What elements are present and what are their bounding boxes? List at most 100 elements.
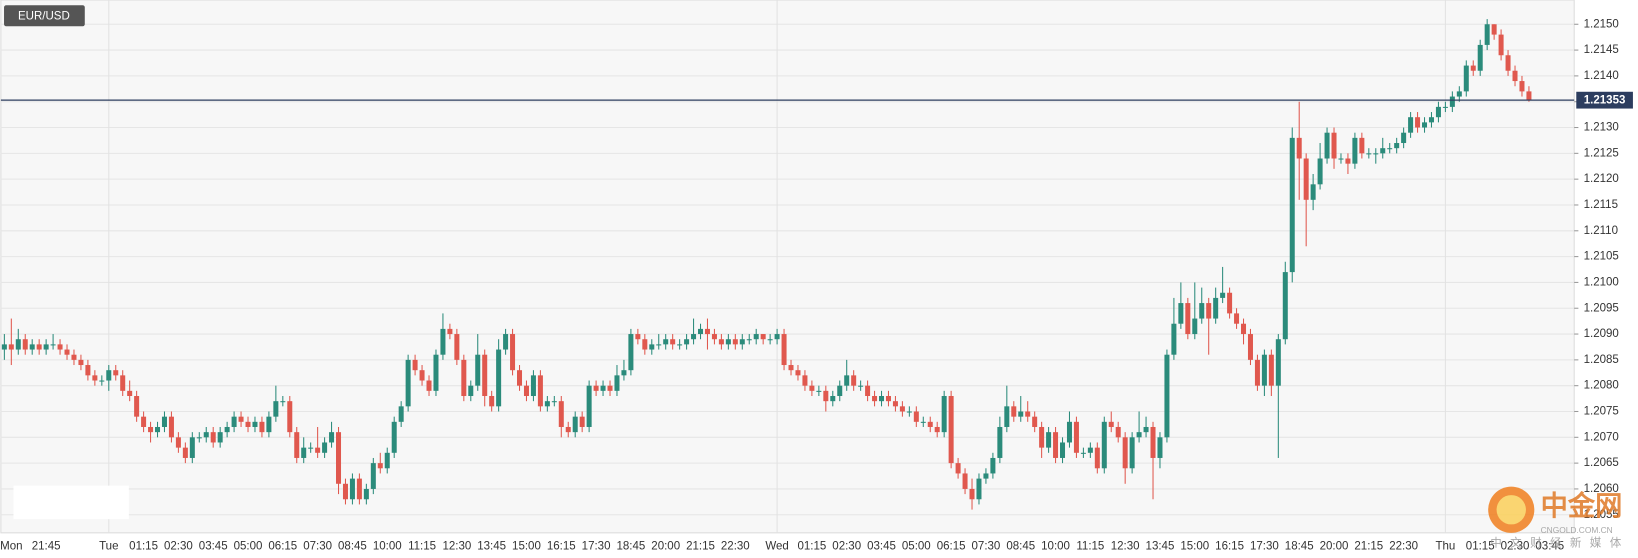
candle-body <box>1213 297 1219 319</box>
candle-body <box>1087 447 1093 453</box>
candle-body <box>1422 122 1428 128</box>
candle-body <box>1108 421 1114 427</box>
candle-body <box>1018 411 1024 417</box>
candle-body <box>419 370 425 381</box>
candle-body <box>482 354 488 397</box>
candle-body <box>1136 432 1142 438</box>
x-tick-label: 13:45 <box>1146 541 1175 553</box>
x-tick-label: 02:30 <box>1501 541 1530 553</box>
candle-body <box>934 426 940 433</box>
candle-body <box>1519 81 1525 92</box>
x-tick-label: Thu <box>1435 541 1455 553</box>
x-tick-label: 10:00 <box>1041 541 1070 553</box>
x-tick-label: 08:45 <box>338 541 367 553</box>
x-tick-label: 03:45 <box>867 541 896 553</box>
candle-body <box>997 426 1003 458</box>
x-tick-label: Tue <box>99 541 118 553</box>
candle-body <box>1303 158 1309 200</box>
candle-body <box>1310 184 1316 200</box>
candle-body <box>29 344 35 350</box>
candle-body <box>823 390 829 402</box>
candle-body <box>1143 426 1149 433</box>
y-tick-label: 1.2095 <box>1584 302 1619 314</box>
candle-body <box>1359 137 1365 154</box>
y-tick-label: 1.2145 <box>1584 44 1619 56</box>
candle-body <box>50 344 56 346</box>
last-price-label: 1.21353 <box>1584 95 1626 107</box>
x-tick-label: 16:15 <box>547 541 576 553</box>
candle-body <box>196 437 202 439</box>
x-tick-label: 10:00 <box>373 541 402 553</box>
candle-body <box>127 390 133 397</box>
x-tick-label: 05:00 <box>234 541 263 553</box>
candle-body <box>1401 132 1407 144</box>
candle-body <box>725 339 731 345</box>
y-tick-label: 1.2065 <box>1584 457 1619 469</box>
candle-body <box>990 457 996 474</box>
candle-body <box>1060 442 1066 458</box>
candle-body <box>203 432 209 438</box>
candle-body <box>224 426 230 433</box>
candle-body <box>1150 426 1156 458</box>
candle-body <box>663 339 669 345</box>
candle-body <box>1408 117 1414 133</box>
candle-body <box>141 416 147 427</box>
candle-body <box>1456 91 1462 97</box>
x-tick-label: 06:15 <box>937 541 966 553</box>
candle-body <box>426 380 432 391</box>
candle-body <box>698 328 704 335</box>
candle-body <box>593 385 599 391</box>
candle-body <box>398 406 404 422</box>
candle-body <box>565 426 571 433</box>
candle-body <box>287 401 293 433</box>
y-tick-label: 1.2070 <box>1584 431 1619 443</box>
candle-body <box>349 478 355 500</box>
y-tick-label: 1.2055 <box>1584 509 1619 521</box>
candle-body <box>1387 148 1393 150</box>
blank-box <box>13 485 129 520</box>
candle-body <box>1324 132 1330 159</box>
candle-body <box>308 447 314 449</box>
candle-body <box>920 421 926 423</box>
candle-body <box>8 344 14 350</box>
x-tick-label: 22:30 <box>721 541 750 553</box>
candle-body <box>1122 437 1128 469</box>
candle-body <box>760 334 766 340</box>
candle-body <box>1129 437 1135 469</box>
candle-body <box>370 463 376 489</box>
candle-body <box>1164 354 1170 438</box>
y-tick-label: 1.2105 <box>1584 251 1619 263</box>
candle-body <box>1247 334 1253 360</box>
candle-body <box>865 385 871 397</box>
candle-body <box>691 334 697 340</box>
candle-body <box>1394 143 1400 149</box>
x-tick-label: Mon <box>0 541 22 553</box>
candle-body <box>1366 153 1372 155</box>
candle-body <box>628 334 634 371</box>
candle-body <box>1296 137 1302 159</box>
candle-body <box>155 426 161 433</box>
candle-body <box>927 421 933 427</box>
candle-body <box>802 375 808 386</box>
y-tick-label: 1.2085 <box>1584 354 1619 366</box>
x-tick-label: 01:15 <box>1466 541 1495 553</box>
candle-body <box>879 396 885 402</box>
candle-body <box>1115 426 1121 438</box>
x-tick-label: 22:30 <box>1389 541 1418 553</box>
candle-body <box>412 359 418 371</box>
y-tick-label: 1.2080 <box>1584 380 1619 392</box>
candle-body <box>447 328 453 335</box>
candle-body <box>22 339 28 350</box>
x-tick-label: Wed <box>765 541 788 553</box>
x-tick-label: 08:45 <box>1006 541 1035 553</box>
candle-body <box>1289 137 1295 273</box>
candle-body <box>1025 411 1031 417</box>
y-tick-label: 1.2060 <box>1584 483 1619 495</box>
candle-body <box>1463 65 1469 92</box>
candle-body <box>106 370 112 381</box>
candle-body <box>1234 313 1240 324</box>
y-tick-label: 1.2130 <box>1584 122 1619 134</box>
candle-body <box>1241 323 1247 335</box>
candle-body <box>885 396 891 402</box>
